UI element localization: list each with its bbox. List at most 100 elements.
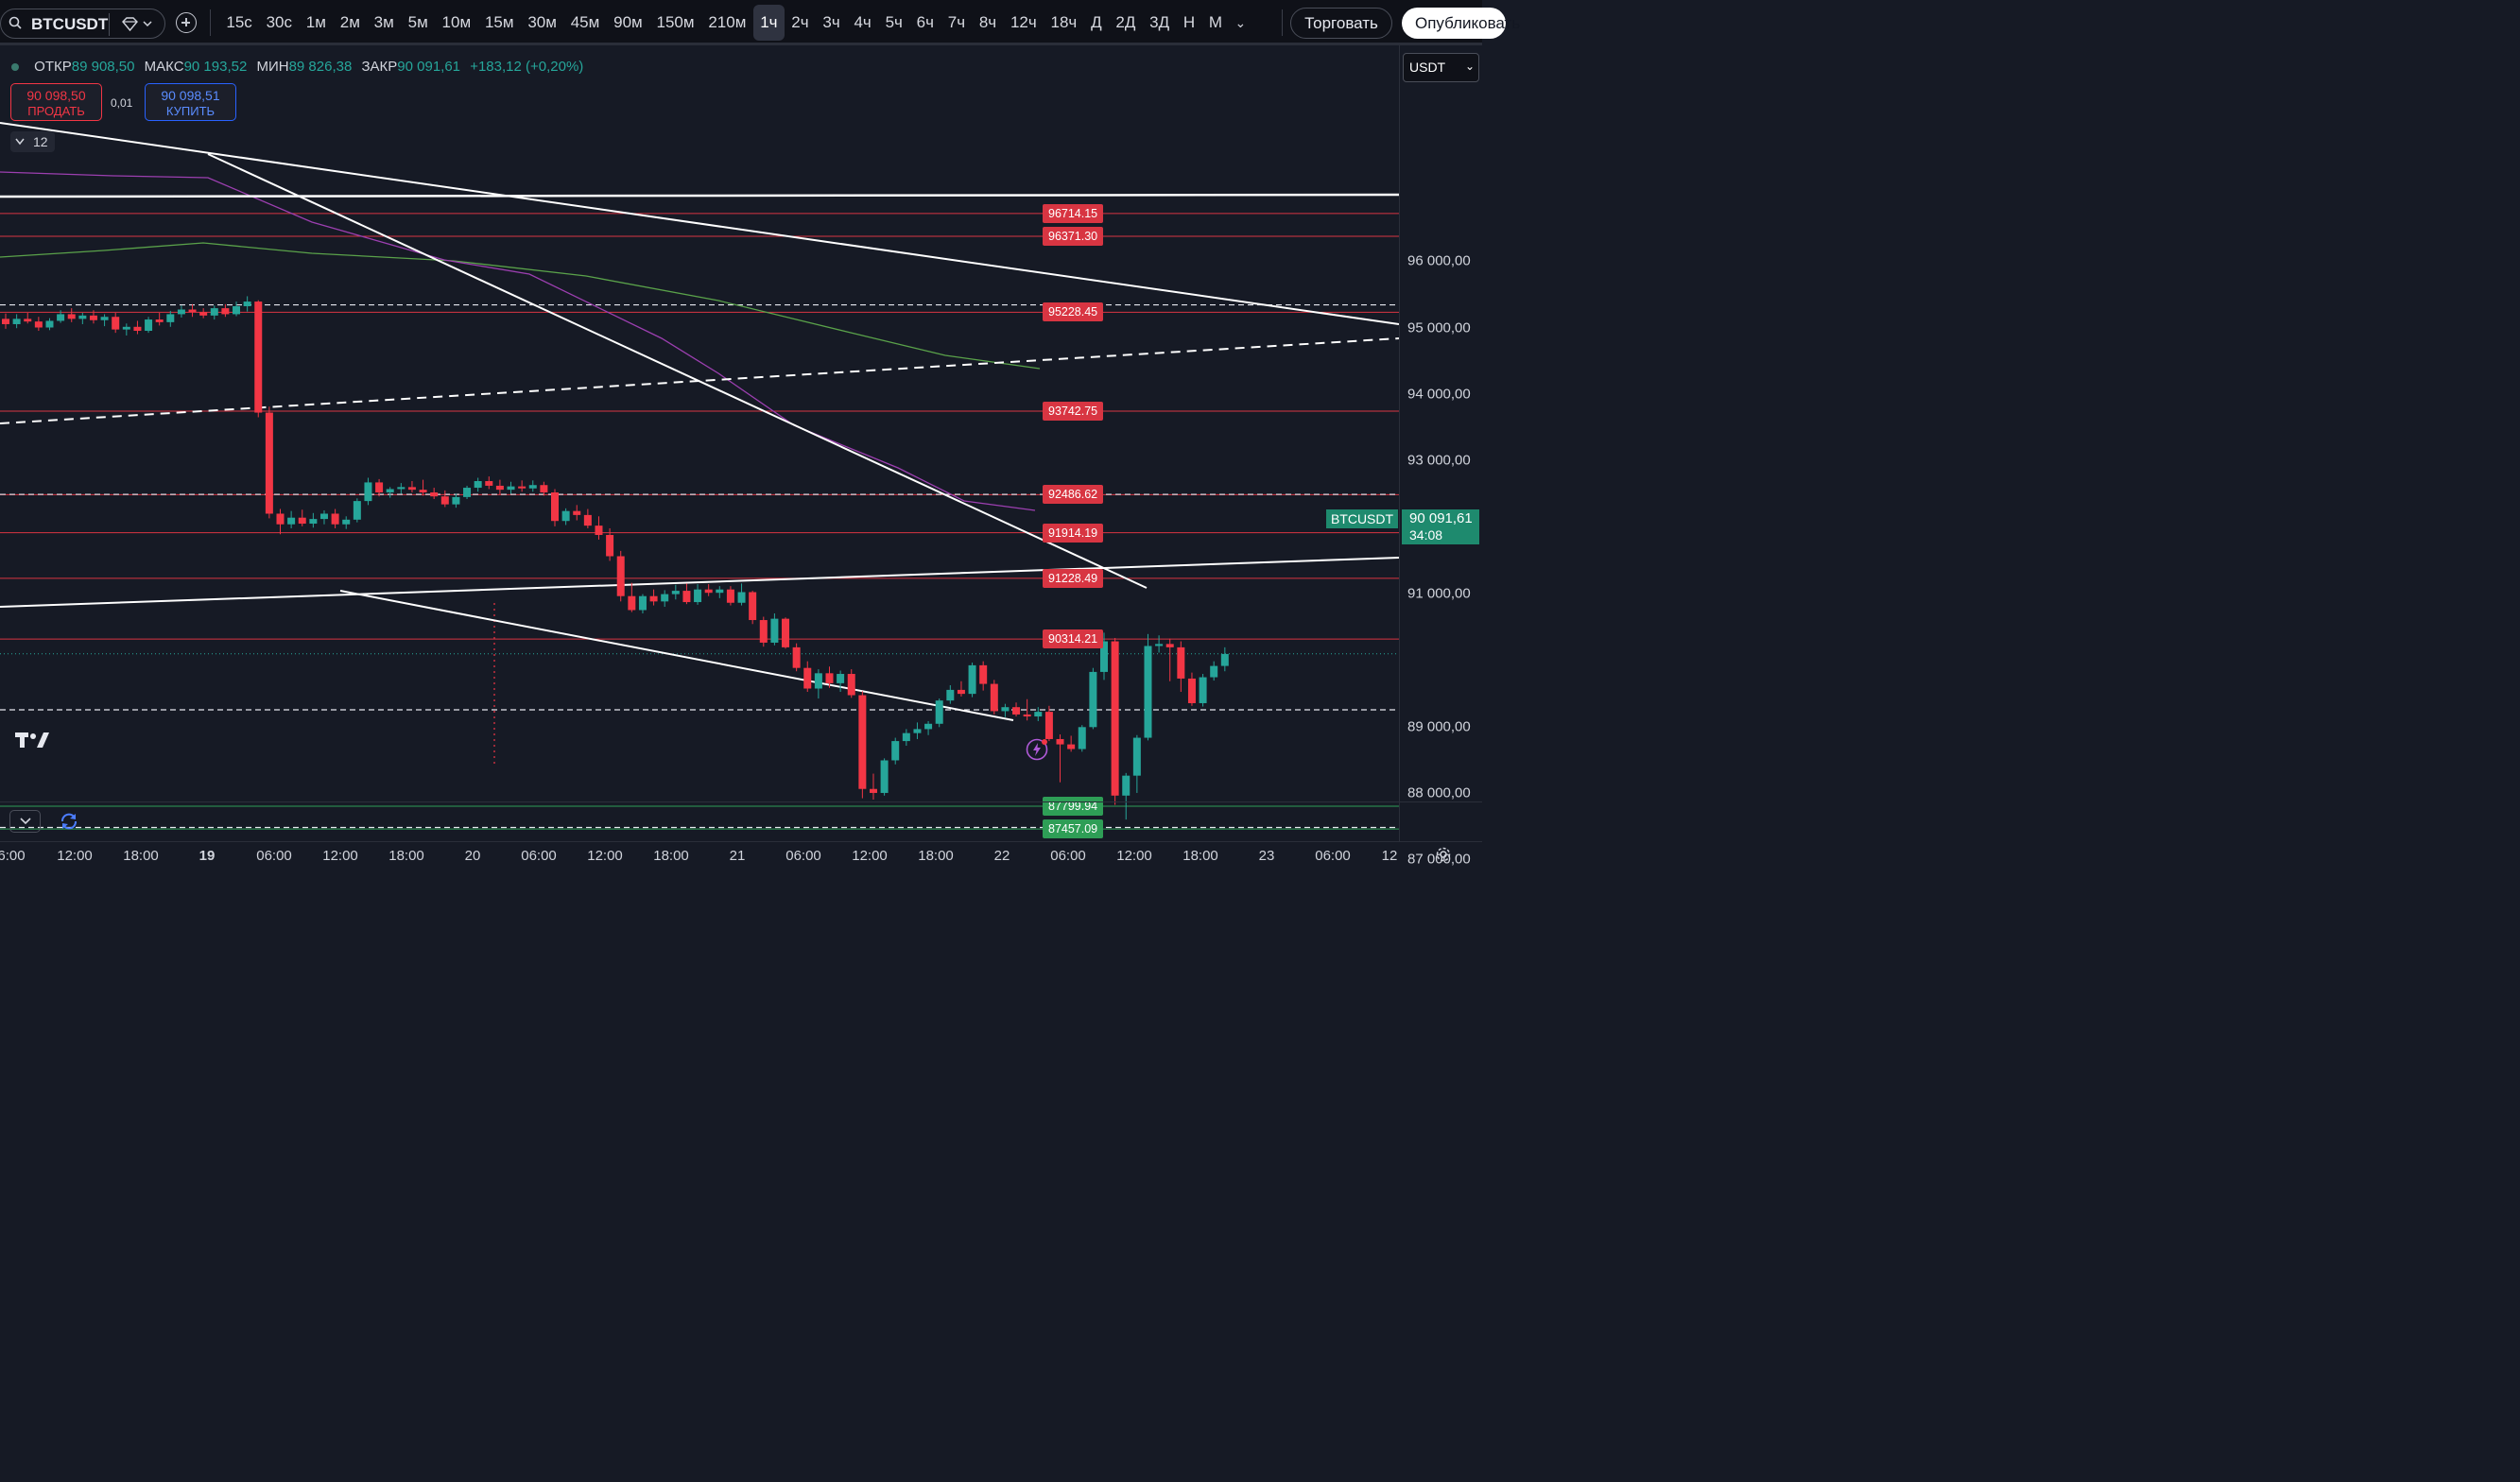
symbol-search[interactable]: BTCUSDT <box>0 9 165 39</box>
interval-15[interactable]: 3ч <box>822 13 840 31</box>
candle-body <box>1199 677 1207 703</box>
candle-body <box>89 315 97 320</box>
sell-price: 90 098,50 <box>26 88 86 103</box>
spread-value: 0,01 <box>111 96 133 110</box>
interval-13[interactable]: 1ч <box>752 5 785 41</box>
time-axis-label: 19 <box>198 848 216 864</box>
price-axis-label: 89 000,00 <box>1407 718 1471 735</box>
interval-12[interactable]: 210м <box>708 13 747 31</box>
interval-25[interactable]: 3Д <box>1149 13 1170 31</box>
buy-button[interactable]: 90 098,51 КУПИТЬ <box>145 83 236 121</box>
alert-price-tag[interactable]: 91228.49 <box>1043 568 1104 588</box>
time-axis-label: 18:00 <box>653 848 689 864</box>
candle-body <box>12 319 21 324</box>
candle-body <box>770 618 779 643</box>
trade-button[interactable]: Торговать <box>1290 8 1392 39</box>
candle-body <box>342 519 351 525</box>
interval-21[interactable]: 12ч <box>1010 13 1037 31</box>
gear-icon[interactable] <box>1435 846 1452 863</box>
alert-price-tag[interactable]: 96714.15 <box>1043 203 1104 223</box>
alert-price-tag[interactable]: 87457.09 <box>1043 819 1104 839</box>
candle-body <box>1155 644 1164 646</box>
sell-button[interactable]: 90 098,50 ПРОДАТЬ <box>10 83 102 121</box>
time-axis[interactable]: 6:00 12:00 18:00 19 06:00 12:00 18:00 20 06:00 12… <box>0 841 1482 872</box>
interval-16[interactable]: 4ч <box>854 13 872 31</box>
interval-2[interactable]: 1м <box>305 13 326 31</box>
interval-5[interactable]: 5м <box>407 13 428 31</box>
candle-body <box>1111 641 1119 796</box>
open-value: 89 908,50 <box>71 59 135 75</box>
candle-body <box>749 592 757 621</box>
search-icon <box>9 16 22 29</box>
interval-26[interactable]: Н <box>1182 13 1196 31</box>
candle-body <box>319 513 328 520</box>
candle-body <box>957 689 965 695</box>
candle-body <box>704 589 713 594</box>
candle-body <box>298 517 306 525</box>
price-axis-label: 91 000,00 <box>1407 585 1471 602</box>
trend-line <box>0 122 1399 325</box>
interval-11[interactable]: 150м <box>656 13 695 31</box>
interval-27[interactable]: М <box>1208 13 1223 31</box>
interval-1[interactable]: 30с <box>266 13 293 31</box>
interval-3[interactable]: 2м <box>339 13 360 31</box>
compare-gem-icon[interactable] <box>120 16 158 33</box>
candle-body <box>1044 712 1053 739</box>
ohlc-legend: ОТКР89 908,50 МАКС90 193,52 МИН89 826,38… <box>11 59 589 75</box>
collapse-panel-button[interactable] <box>9 810 41 833</box>
alert-price-tag[interactable]: 90314.21 <box>1043 629 1104 649</box>
interval-20[interactable]: 8ч <box>978 13 997 31</box>
candle-body <box>1220 653 1229 666</box>
interval-7[interactable]: 15м <box>484 13 514 31</box>
interval-19[interactable]: 7ч <box>947 13 966 31</box>
candle-body <box>847 674 855 696</box>
candle-body <box>407 487 416 491</box>
alert-price-tag[interactable]: 93742.75 <box>1043 401 1104 421</box>
interval-10[interactable]: 90м <box>613 13 643 31</box>
symbol-price-tag: BTCUSDT <box>1326 509 1398 528</box>
candle-body <box>430 491 439 497</box>
candle-body <box>452 496 460 505</box>
indicators-toggle[interactable]: 12 <box>10 131 55 152</box>
alert-price-tag[interactable]: 92486.62 <box>1043 485 1104 505</box>
time-axis-label: 18:00 <box>918 848 954 864</box>
currency-select[interactable]: USDT ⌄ <box>1403 53 1479 82</box>
interval-18[interactable]: 6ч <box>916 13 934 31</box>
interval-22[interactable]: 18ч <box>1050 13 1078 31</box>
candle-body <box>573 510 581 515</box>
candle-body <box>353 501 361 520</box>
alert-price-tag[interactable]: 96371.30 <box>1043 227 1104 247</box>
interval-17[interactable]: 5ч <box>885 13 903 31</box>
alert-price-tag[interactable]: 91914.19 <box>1043 523 1104 543</box>
interval-6[interactable]: 10м <box>441 13 472 31</box>
candle-body <box>649 595 658 602</box>
interval-9[interactable]: 45м <box>570 13 600 31</box>
interval-23[interactable]: Д <box>1091 13 1102 31</box>
interval-24[interactable]: 2Д <box>1115 13 1136 31</box>
time-axis-label: 6:00 <box>0 848 26 864</box>
candle-body <box>188 309 197 313</box>
chevron-down-icon[interactable]: ⌄ <box>1234 14 1247 30</box>
sync-icon[interactable] <box>59 811 79 832</box>
add-symbol-icon[interactable] <box>176 12 197 33</box>
candle-body <box>177 309 185 315</box>
interval-0[interactable]: 15с <box>226 13 252 31</box>
candle-body <box>1132 737 1141 776</box>
current-price: 90 091,61 <box>1409 510 1473 526</box>
candle-body <box>528 485 537 489</box>
chart-canvas[interactable] <box>0 45 1399 841</box>
alert-price-tag[interactable]: 95228.45 <box>1043 302 1104 322</box>
divider <box>1282 9 1283 36</box>
lightning-icon[interactable] <box>1026 738 1048 761</box>
candle-body <box>1012 707 1021 715</box>
time-axis-label: 18:00 <box>1182 848 1218 864</box>
interval-14[interactable]: 2ч <box>791 13 809 31</box>
publish-button[interactable]: Опубликовать <box>1402 8 1520 39</box>
candle-body <box>24 319 32 322</box>
candle-body <box>199 312 208 316</box>
interval-8[interactable]: 30м <box>527 13 557 31</box>
candle-body <box>891 741 900 761</box>
candle-body <box>1165 644 1174 647</box>
interval-4[interactable]: 3м <box>373 13 394 31</box>
